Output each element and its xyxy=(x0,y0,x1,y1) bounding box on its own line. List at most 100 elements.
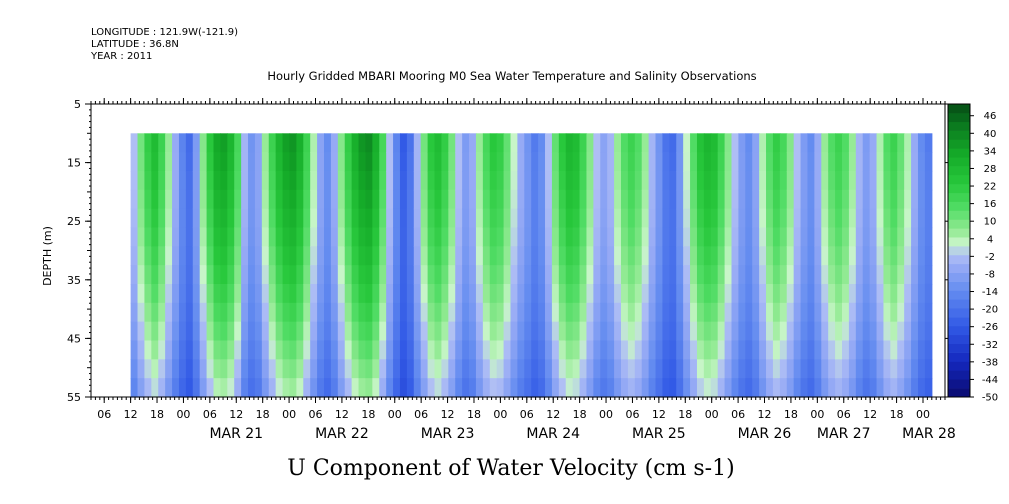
heatmap-cell xyxy=(261,378,270,398)
heatmap-cell xyxy=(710,302,719,323)
heatmap-cell xyxy=(814,340,822,360)
heatmap-cell xyxy=(586,340,594,360)
colorbar-swatch xyxy=(948,183,970,194)
heatmap-cell xyxy=(524,340,532,360)
heatmap-cell xyxy=(607,340,615,360)
heatmap-cell xyxy=(752,378,760,398)
heatmap-cell xyxy=(869,321,878,342)
heatmap-cell xyxy=(351,189,360,210)
heatmap-cell xyxy=(641,246,650,266)
heatmap-cell xyxy=(310,208,318,229)
heatmap-cell xyxy=(786,246,795,266)
heatmap-cell xyxy=(586,208,594,229)
heatmap-cell xyxy=(434,321,443,342)
heatmap-cell xyxy=(545,265,553,285)
heatmap-cell xyxy=(248,378,256,398)
heatmap-cell xyxy=(420,133,429,153)
heatmap-cell xyxy=(696,133,705,153)
heatmap-cell xyxy=(234,283,242,304)
heatmap-cell xyxy=(738,283,746,304)
heatmap-cell xyxy=(482,283,491,304)
heatmap-cell xyxy=(565,283,574,304)
heatmap-cell xyxy=(317,265,325,285)
heatmap-cell xyxy=(842,227,850,247)
heatmap-cell xyxy=(869,189,878,210)
heatmap-cell xyxy=(600,246,608,266)
heatmap-cell xyxy=(482,227,491,247)
heatmap-cell xyxy=(924,208,933,229)
heatmap-cell xyxy=(220,302,228,323)
heatmap-cell xyxy=(634,340,643,360)
heatmap-cell xyxy=(510,208,518,229)
heatmap-cell xyxy=(842,246,850,266)
heatmap-cell xyxy=(565,265,574,285)
heatmap-cell xyxy=(821,152,829,172)
heatmap-cell xyxy=(531,265,539,285)
heatmap-cell xyxy=(821,208,829,229)
heatmap-cell xyxy=(372,265,380,285)
heatmap-cell xyxy=(303,208,311,229)
heatmap-cell xyxy=(924,152,933,172)
heatmap-cell xyxy=(151,283,159,304)
hour-label: 18 xyxy=(784,408,798,421)
colorbar-swatch xyxy=(948,379,970,389)
colorbar-label: 28 xyxy=(984,164,997,175)
heatmap-cell xyxy=(807,133,815,153)
colorbar-swatch xyxy=(948,325,970,336)
heatmap-cell xyxy=(503,265,512,285)
heatmap-cell xyxy=(724,227,733,247)
heatmap-cell xyxy=(565,227,574,247)
heatmap-cell xyxy=(911,378,919,398)
year-label: YEAR : 2011 xyxy=(90,51,152,62)
heatmap-cell xyxy=(192,246,201,266)
heatmap-cell xyxy=(234,378,242,398)
colorbar-label: 40 xyxy=(984,129,997,140)
heatmap-cell xyxy=(358,170,367,191)
heatmap-cell xyxy=(234,170,242,191)
heatmap-cell xyxy=(558,152,567,172)
heatmap-cell xyxy=(524,152,532,172)
heatmap-cell xyxy=(206,246,215,266)
heatmap-cell xyxy=(393,133,401,153)
heatmap-cell xyxy=(848,378,857,398)
heatmap-cell xyxy=(855,152,864,172)
heatmap-cell xyxy=(538,265,546,285)
heatmap-cell xyxy=(779,170,788,191)
heatmap-cell xyxy=(662,208,670,229)
heatmap-cell xyxy=(469,321,477,342)
heatmap-cell xyxy=(924,170,933,191)
heatmap-cell xyxy=(683,340,691,360)
heatmap-cell xyxy=(220,246,228,266)
heatmap-cell xyxy=(434,133,443,153)
heatmap-cell xyxy=(759,378,767,398)
heatmap-cell xyxy=(731,189,740,210)
heatmap-cell xyxy=(897,227,905,247)
heatmap-cell xyxy=(172,340,180,360)
heatmap-cell xyxy=(496,208,505,229)
heatmap-cell xyxy=(220,265,228,285)
heatmap-cell xyxy=(531,302,539,323)
heatmap-cell xyxy=(261,283,270,304)
heatmap-cell xyxy=(814,321,822,342)
heatmap-cell xyxy=(897,170,905,191)
heatmap-cell xyxy=(745,246,753,266)
colorbar-swatch xyxy=(948,370,970,380)
heatmap-cell xyxy=(337,170,346,191)
y-tick-label: 45 xyxy=(67,332,81,345)
heatmap-cell xyxy=(268,378,277,398)
heatmap-cell xyxy=(386,246,394,266)
heatmap-cell xyxy=(448,265,456,285)
heatmap-cell xyxy=(330,321,339,342)
heatmap-cell xyxy=(683,265,691,285)
heatmap-cell xyxy=(620,208,629,229)
heatmap-cell xyxy=(448,283,456,304)
heatmap-cell xyxy=(130,321,139,342)
heatmap-cell xyxy=(911,227,919,247)
heatmap-cell xyxy=(814,246,822,266)
heatmap-cell xyxy=(337,133,346,153)
heatmap-cell xyxy=(420,152,429,172)
heatmap-cell xyxy=(835,152,843,172)
heatmap-cell xyxy=(558,189,567,210)
y-tick-label: 5 xyxy=(74,98,81,111)
